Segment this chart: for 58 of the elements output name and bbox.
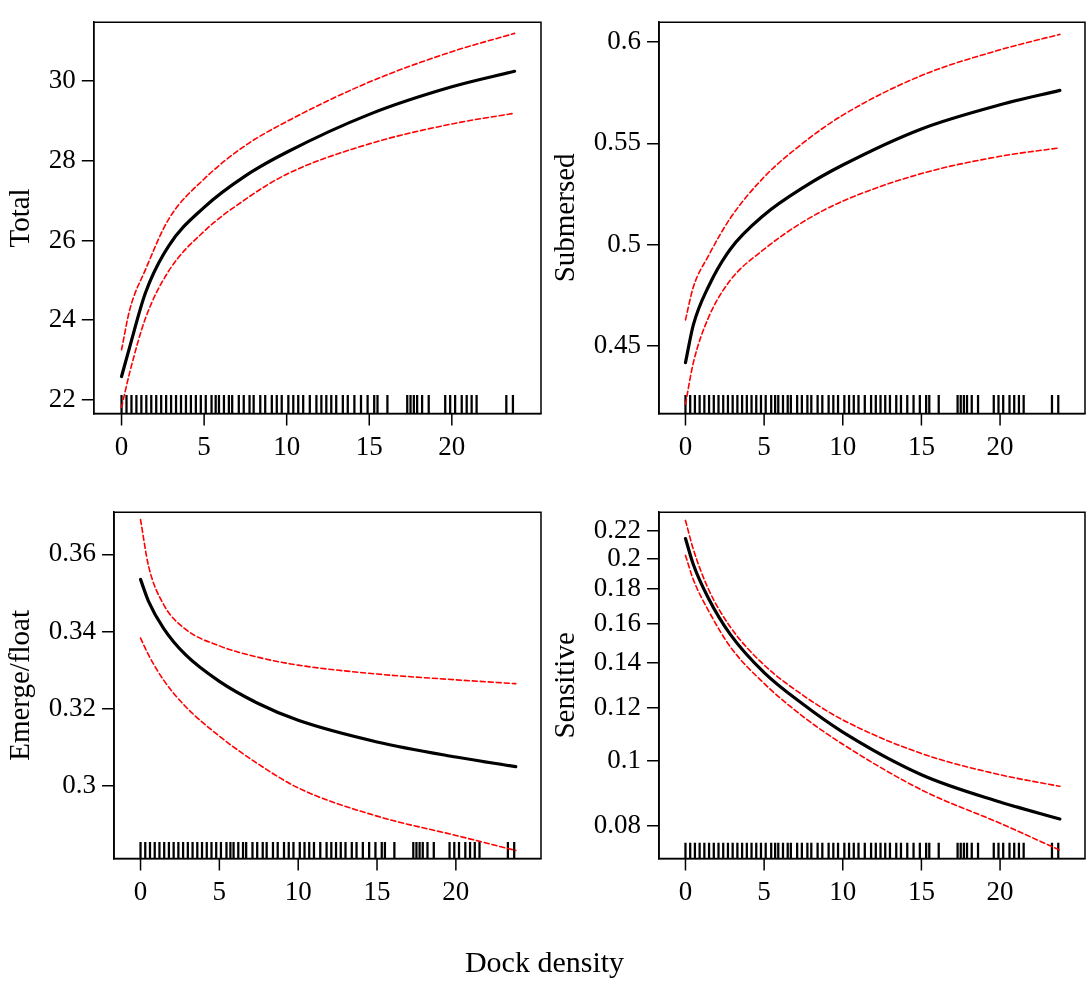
x-tick-label: 5	[757, 875, 771, 906]
x-tick-label: 10	[273, 430, 301, 461]
y-tick-label: 0.32	[48, 691, 97, 722]
y-tick-label: 0.12	[593, 690, 642, 721]
x-tick-label: 10	[284, 875, 312, 906]
y-tick-label: 0.45	[593, 329, 642, 360]
x-tick-label: 20	[986, 430, 1014, 461]
x-tick-label: 10	[829, 875, 857, 906]
line-series	[683, 536, 1062, 821]
y-tick-label: 0.6	[607, 24, 642, 55]
line-series	[684, 519, 1061, 788]
x-tick-label: 15	[907, 875, 935, 906]
x-tick-label: 15	[907, 430, 935, 461]
line-series	[684, 33, 1061, 321]
y-tick-label: 26	[48, 223, 76, 254]
x-tick-label: 0	[678, 430, 693, 461]
y-tick-label: 0.5	[607, 227, 642, 258]
x-tick-label: 20	[986, 875, 1014, 906]
y-tick-label: 0.14	[593, 645, 642, 676]
y-axis-title: Sensitive	[548, 632, 581, 739]
y-tick-label: 0.3	[62, 769, 97, 800]
x-tick-label: 20	[442, 875, 470, 906]
x-tick-label: 20	[438, 430, 466, 461]
x-tick-label: 10	[829, 430, 857, 461]
x-tick-label: 15	[363, 875, 391, 906]
x-tick-label: 0	[114, 430, 129, 461]
y-axis-title: Total	[3, 188, 36, 248]
y-tick-label: 0.36	[48, 537, 97, 568]
y-tick-label: 0.1	[607, 744, 642, 775]
x-tick-label: 0	[678, 875, 693, 906]
y-tick-label: 0.2	[607, 541, 642, 572]
line-series	[120, 32, 516, 351]
line-series	[684, 147, 1061, 405]
y-tick-label: 0.08	[593, 809, 642, 840]
y-axis-title: Emerge/float	[3, 609, 36, 761]
x-axis-title: Dock density	[463, 945, 626, 979]
y-tick-label: 28	[48, 143, 76, 174]
y-tick-label: 0.18	[593, 572, 642, 603]
line-series	[683, 88, 1062, 365]
y-tick-label: 22	[48, 383, 76, 414]
y-axis-title: Submersed	[548, 152, 581, 283]
y-tick-label: 0.55	[593, 126, 642, 157]
y-tick-label: 24	[48, 303, 77, 334]
y-tick-label: 0.22	[593, 513, 642, 544]
x-tick-label: 0	[133, 875, 148, 906]
y-tick-label: 30	[48, 63, 76, 94]
x-tick-label: 5	[212, 875, 227, 906]
line-series	[139, 518, 517, 685]
line-series	[139, 637, 517, 852]
x-tick-label: 15	[355, 430, 383, 461]
line-series	[120, 112, 516, 409]
line-series	[119, 69, 517, 379]
x-tick-label: 5	[197, 430, 211, 461]
y-tick-label: 0.34	[48, 614, 97, 645]
line-series	[138, 577, 518, 769]
y-tick-label: 0.16	[593, 606, 642, 637]
line-series	[684, 554, 1061, 851]
x-tick-label: 5	[757, 430, 771, 461]
